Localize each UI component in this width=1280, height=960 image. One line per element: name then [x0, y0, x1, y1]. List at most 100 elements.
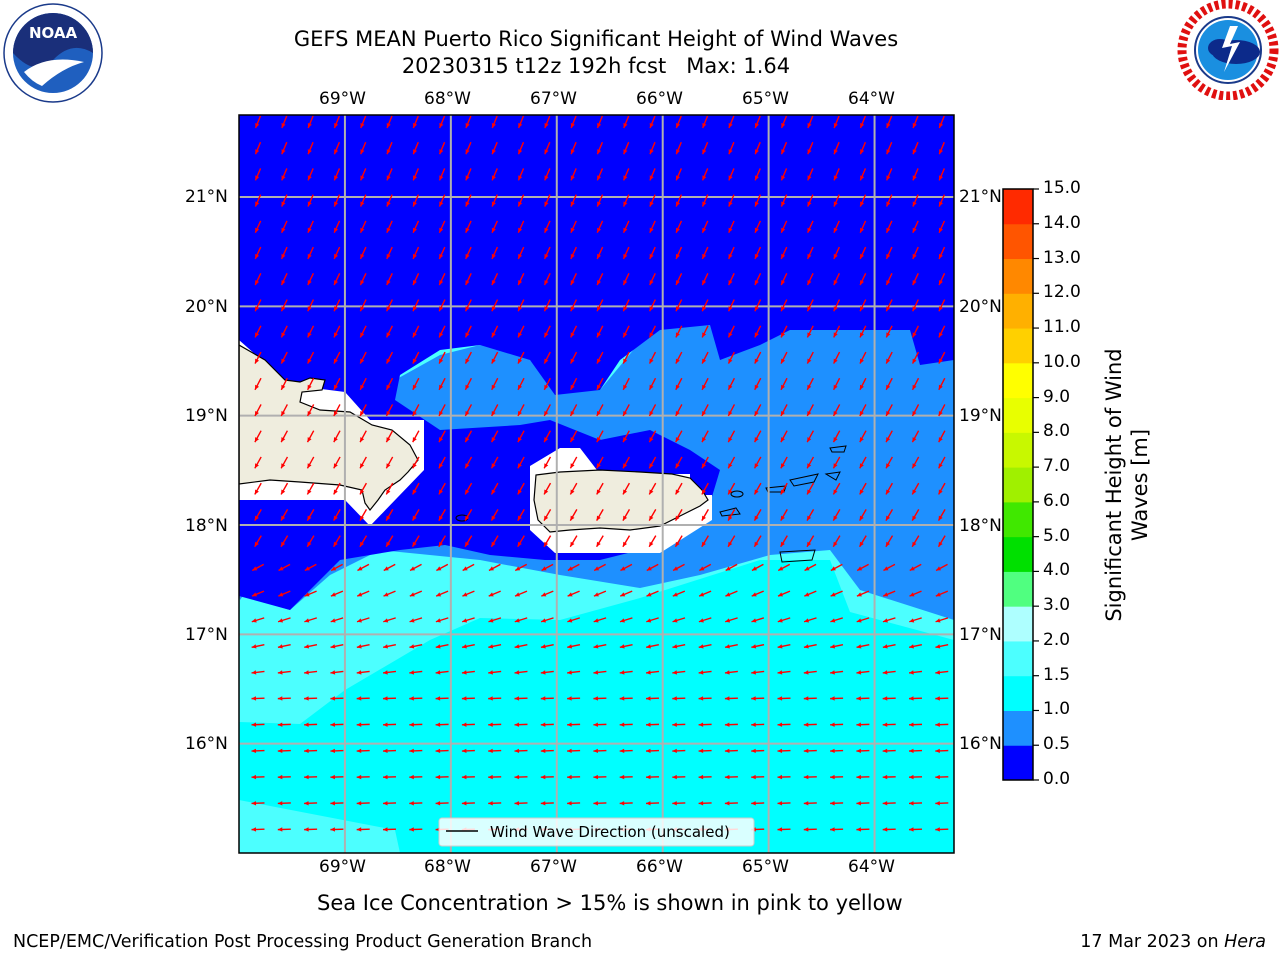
wind-wave-arrow — [567, 696, 581, 701]
legend-label: Wind Wave Direction (unscaled) — [490, 823, 730, 841]
anegada-island — [829, 445, 847, 453]
wind-wave-arrow — [833, 168, 840, 181]
wind-wave-arrow — [488, 722, 502, 727]
wind-wave-arrow — [281, 194, 288, 207]
wind-wave-arrow — [622, 430, 630, 443]
wind-wave-arrow — [935, 827, 949, 832]
wind-wave-arrow — [251, 696, 265, 701]
wind-wave-arrow — [803, 774, 817, 780]
wind-wave-arrow — [754, 351, 762, 364]
wind-wave-arrow — [911, 325, 920, 338]
wind-wave-arrow — [514, 774, 528, 780]
wind-wave-arrow — [938, 141, 945, 155]
wind-wave-arrow — [856, 748, 870, 754]
wind-wave-arrow — [885, 299, 893, 312]
wind-wave-arrow — [807, 194, 814, 207]
wind-wave-arrow — [596, 115, 603, 129]
wind-wave-arrow — [780, 246, 788, 260]
lon-label-bottom-68w: 68°W — [424, 857, 471, 877]
wind-wave-arrow — [281, 141, 288, 155]
wind-wave-arrow — [753, 509, 762, 521]
wind-wave-arrow — [570, 115, 577, 129]
wind-wave-arrow — [701, 325, 709, 338]
wind-wave-arrow — [567, 643, 581, 649]
colorbar-tick-label: 0.0 — [1043, 769, 1071, 789]
wind-wave-arrow — [254, 325, 262, 338]
wind-wave-arrow — [517, 115, 525, 129]
wind-wave-arrow — [938, 299, 946, 312]
wind-wave-arrow — [304, 643, 318, 649]
wind-wave-arrow — [593, 590, 607, 597]
wind-wave-arrow — [514, 590, 528, 597]
wind-wave-arrow — [569, 535, 578, 548]
wind-wave-arrow — [514, 617, 528, 623]
wind-wave-arrow — [436, 563, 449, 572]
wind-wave-arrow — [619, 643, 633, 649]
wind-wave-arrow — [751, 696, 765, 701]
wind-wave-arrow — [543, 351, 551, 364]
wind-wave-arrow — [254, 535, 262, 548]
wind-wave-arrow — [569, 456, 578, 469]
wind-wave-arrow — [333, 325, 341, 338]
wind-wave-arrow — [858, 535, 867, 548]
wind-wave-arrow — [699, 563, 712, 572]
wind-wave-arrow — [675, 246, 683, 260]
wind-wave-arrow — [438, 168, 446, 181]
wind-wave-arrow — [540, 643, 554, 649]
wind-wave-arrow — [672, 670, 686, 675]
wind-wave-arrow — [411, 535, 420, 548]
wind-wave-arrow — [882, 590, 896, 597]
wind-wave-arrow — [438, 456, 446, 469]
wind-wave-arrow — [330, 801, 344, 806]
wind-wave-arrow — [645, 748, 660, 754]
wind-wave-arrow — [675, 377, 683, 391]
wind-wave-arrow — [333, 168, 341, 181]
wind-wave-arrow — [830, 774, 844, 780]
wind-wave-arrow — [803, 748, 817, 754]
wind-wave-arrow — [856, 801, 870, 806]
wind-wave-arrow — [435, 617, 449, 623]
wind-wave-arrow — [251, 590, 265, 597]
wind-wave-arrow — [727, 482, 736, 495]
wind-wave-arrow — [280, 299, 288, 312]
colorbar-segment — [1003, 745, 1033, 781]
wind-wave-arrow — [544, 168, 551, 181]
wind-wave-arrow — [804, 590, 817, 597]
wind-wave-arrow — [675, 325, 683, 338]
wind-wave-arrow — [856, 722, 870, 727]
wind-wave-arrow — [622, 168, 630, 181]
wind-wave-arrow — [645, 696, 660, 701]
wind-wave-arrow — [517, 299, 525, 312]
colorbar-segment — [1003, 640, 1033, 677]
wind-wave-arrow — [780, 535, 788, 548]
lon-label-bottom-66w: 66°W — [636, 857, 683, 877]
wind-wave-arrow — [567, 748, 581, 754]
wind-wave-arrow — [596, 246, 604, 260]
wind-wave-arrow — [333, 509, 341, 521]
wind-wave-arrow — [412, 325, 420, 338]
wind-wave-arrow — [596, 482, 604, 495]
wind-wave-arrow — [569, 404, 578, 417]
wind-wave-arrow — [307, 115, 314, 129]
wind-wave-arrow — [514, 643, 528, 649]
wind-wave-arrow — [698, 643, 712, 649]
wind-wave-arrow — [411, 509, 420, 521]
wind-wave-arrow — [912, 273, 919, 286]
wind-wave-arrow — [464, 482, 473, 495]
wind-wave-arrow — [543, 220, 551, 234]
wind-wave-arrow — [491, 299, 499, 312]
wind-wave-arrow — [727, 535, 736, 548]
wind-wave-arrow — [251, 563, 265, 572]
wind-wave-arrow — [382, 722, 397, 727]
wind-wave-arrow — [912, 194, 919, 207]
lon-label-bottom-69w: 69°W — [319, 857, 366, 877]
colorbar-tick-label: 1.5 — [1043, 664, 1071, 685]
wind-wave-arrow — [356, 774, 370, 780]
wind-wave-arrow — [753, 482, 762, 495]
wind-wave-arrow — [304, 801, 318, 806]
wind-wave-arrow — [675, 456, 683, 469]
wind-wave-arrow — [330, 617, 344, 623]
wind-wave-arrow — [491, 377, 499, 391]
wind-wave-arrow — [646, 563, 659, 572]
